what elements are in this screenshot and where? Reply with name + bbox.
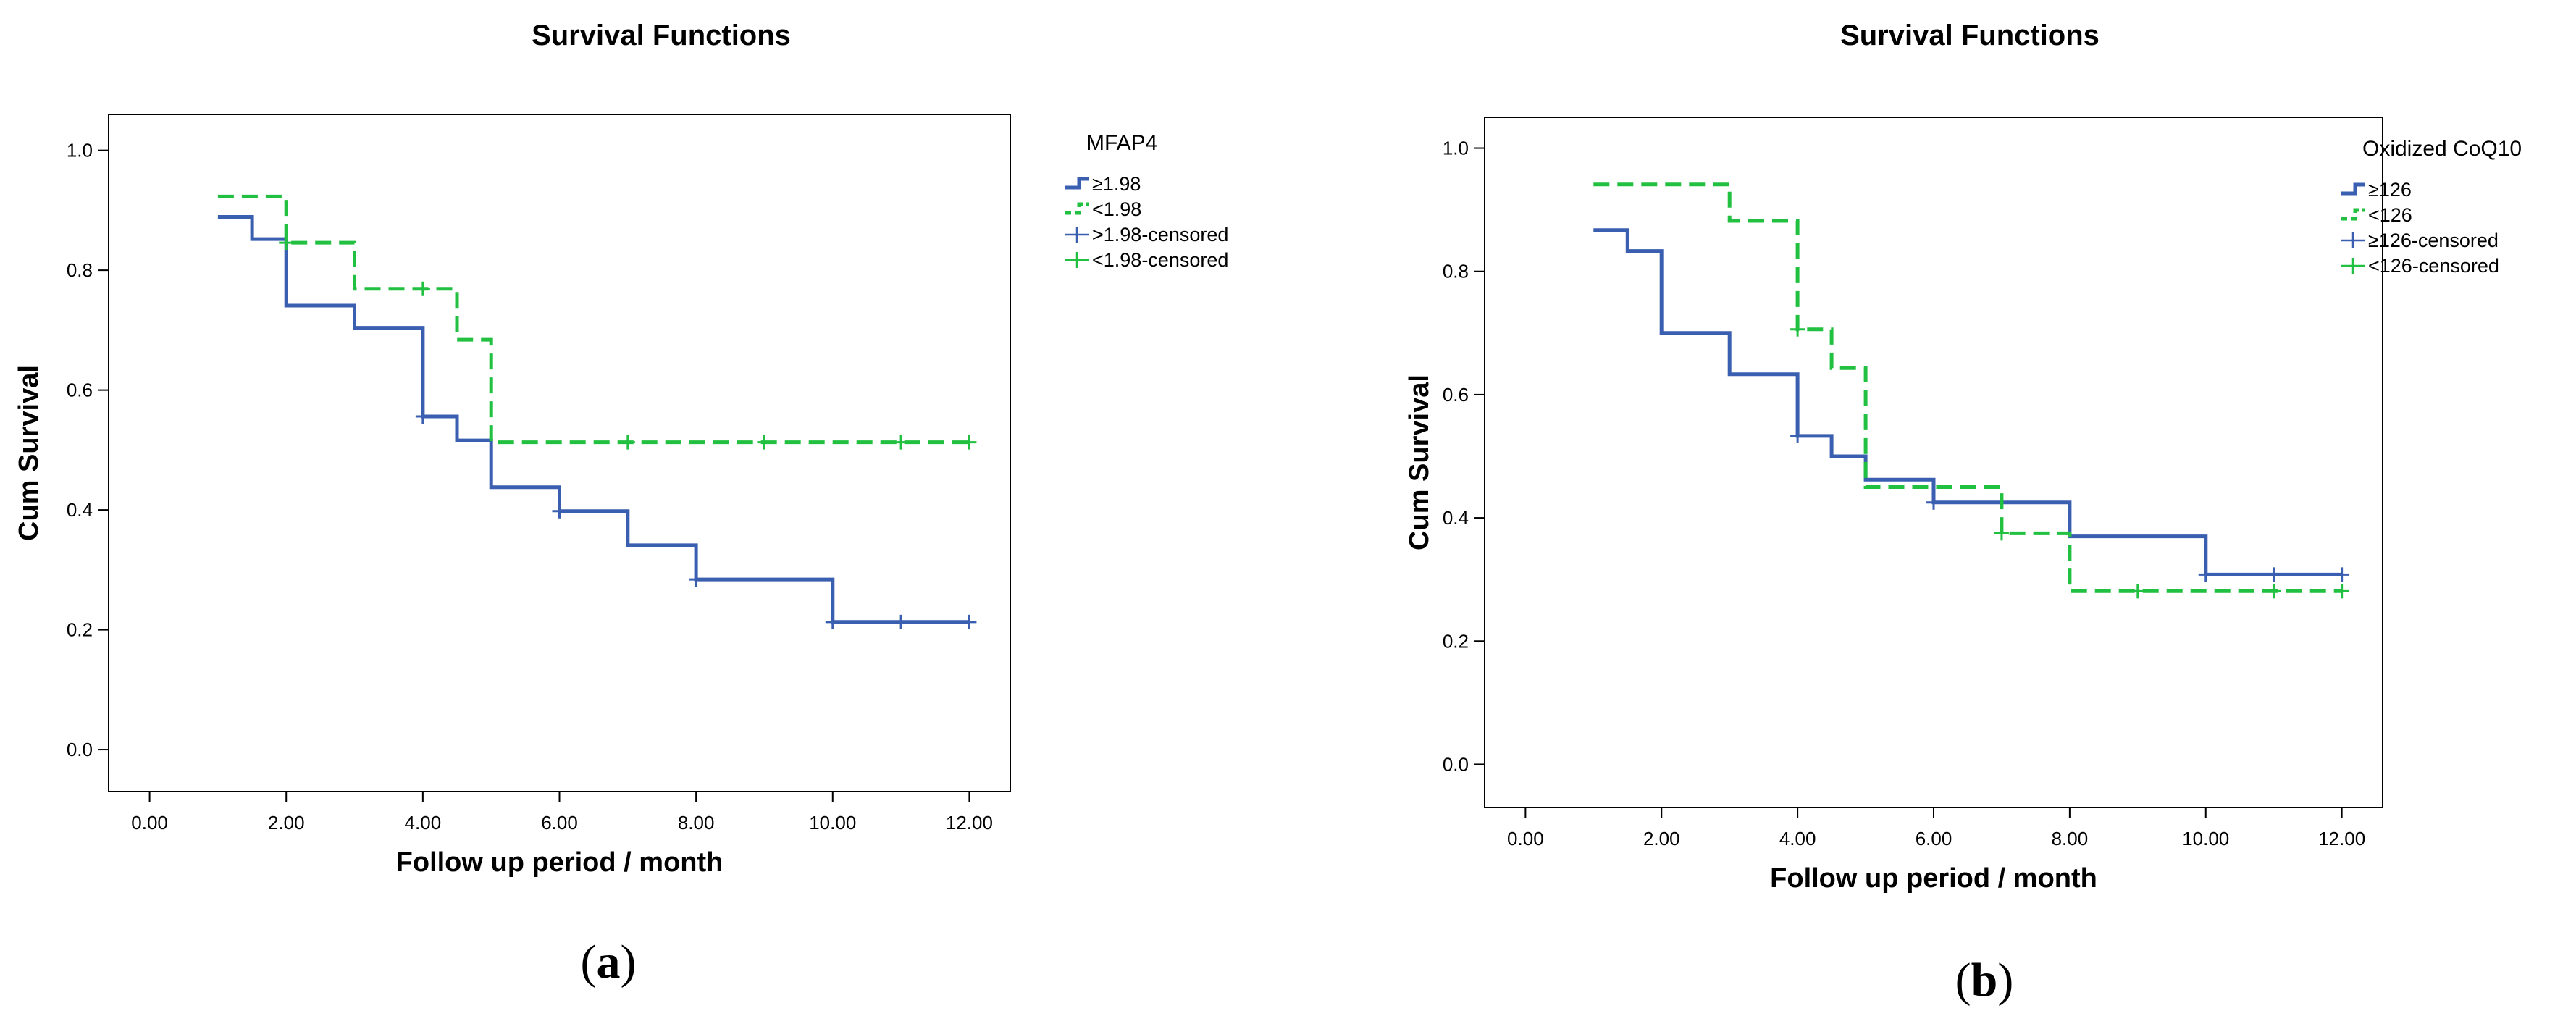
svg-text:(b): (b)	[1955, 954, 2014, 1007]
x-tick-label-a: 4.00	[405, 812, 442, 834]
x-tick-label-a: 0.00	[131, 812, 168, 834]
chart-title-b: Survival Functions	[1840, 20, 2099, 51]
x-tick-label-b: 6.00	[1916, 828, 1952, 849]
chart-title-a: Survival Functions	[532, 20, 791, 51]
legend-label-a-3: >1.98-censored	[1092, 224, 1228, 245]
x-tick-label-b: 12.00	[2318, 828, 2365, 849]
legend-swatch-b-1	[2341, 182, 2365, 196]
y-tick-label-b: 1.0	[1443, 138, 1469, 159]
y-tick-label-a: 0.0	[67, 739, 93, 760]
x-tick-label-a: 10.00	[809, 812, 856, 834]
y-tick-label-a: 0.2	[67, 619, 93, 641]
panel-label-a: (a)	[581, 936, 637, 989]
y-tick-label-a: 0.4	[67, 499, 93, 521]
x-axis-label-a: Follow up period / month	[396, 847, 723, 878]
y-axis-label-b: Cum Survival	[1404, 374, 1435, 550]
legend-label-a-4: <1.98-censored	[1092, 249, 1228, 271]
legend-label-a-2: <1.98	[1092, 198, 1141, 220]
y-tick-label-b: 0.0	[1443, 753, 1469, 775]
legend-label-a-1: ≥1.98	[1092, 173, 1141, 195]
legend-label-b-2: <126	[2368, 204, 2412, 226]
y-tick-label-a: 1.0	[67, 140, 93, 161]
legend-swatch-a-2	[1065, 202, 1089, 215]
legend-swatch-b-2	[2341, 208, 2365, 221]
y-axis-label-a: Cum Survival	[14, 365, 44, 541]
y-tick-label-b: 0.4	[1443, 507, 1469, 529]
legend-label-b-4: <126-censored	[2368, 255, 2499, 277]
y-tick-label-b: 0.8	[1443, 261, 1469, 282]
survival-chart-b: Survival Functions 0.0 0.2 0.4 0.6 0.8 1.0 0.00…	[1404, 20, 2522, 894]
survival-curve-a-2	[217, 194, 970, 445]
panel-label-b-letter: b	[1971, 954, 1998, 1007]
x-tick-label-b: 8.00	[2052, 828, 2089, 849]
survival-curve-b-1	[1593, 228, 2342, 576]
x-tick-label-b: 2.00	[1643, 828, 1680, 849]
x-tick-label-a: 8.00	[678, 812, 715, 834]
svg-text:(a): (a)	[581, 936, 637, 989]
y-tick-label-b: 0.2	[1443, 630, 1469, 652]
x-tick-label-b: 0.00	[1507, 828, 1544, 849]
panel-label-b: (b)	[1955, 954, 2014, 1007]
survival-curve-a-1	[217, 215, 970, 624]
x-tick-label-a: 2.00	[268, 812, 305, 834]
survival-curve-b-2	[1593, 182, 2342, 593]
legend-label-b-1: ≥126	[2368, 179, 2412, 201]
legend-label-b-3: ≥126-censored	[2368, 230, 2499, 251]
x-tick-label-b: 10.00	[2182, 828, 2229, 849]
y-tick-label-a: 0.8	[67, 259, 93, 281]
legend-title-b: Oxidized CoQ10	[2362, 137, 2522, 161]
legend-title-a: MFAP4	[1086, 131, 1157, 155]
survival-chart-a: Survival Functions 0.0 0.2 0.4 0.6 0.8 1.0 0.00…	[14, 20, 1228, 878]
legend-swatch-a-1	[1065, 177, 1089, 190]
x-tick-label-b: 4.00	[1779, 828, 1816, 849]
x-axis-label-b: Follow up period / month	[1770, 863, 2097, 894]
y-tick-label-b: 0.6	[1443, 384, 1469, 406]
plot-frame-b	[1484, 117, 2383, 808]
panel-label-a-letter: a	[597, 936, 621, 989]
y-tick-label-a: 0.6	[67, 379, 93, 401]
x-tick-label-a: 12.00	[946, 812, 993, 834]
x-tick-label-a: 6.00	[541, 812, 578, 834]
